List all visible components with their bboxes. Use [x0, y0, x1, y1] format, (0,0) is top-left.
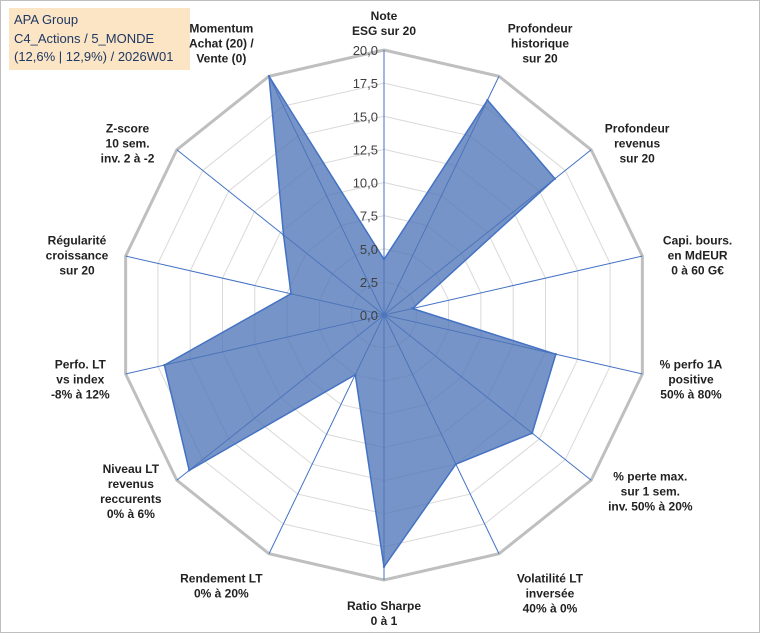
axis-label-line: revenus — [614, 137, 660, 151]
tick-label: 15,0 — [353, 109, 378, 124]
axis-label-line: sur 20 — [522, 52, 558, 66]
tick-label: 5,0 — [360, 242, 378, 257]
axis-label-line: sur 20 — [59, 263, 95, 277]
tick-label: 17,5 — [353, 76, 378, 91]
axis-label-line: Ratio Sharpe — [347, 599, 421, 613]
axis-label: Ratio Sharpe 0 à 1 — [347, 599, 421, 628]
axis-label-line: % perfo 1A — [660, 358, 723, 372]
tick-label: 2,5 — [360, 275, 378, 290]
data-point — [554, 353, 558, 356]
data-point — [282, 233, 285, 237]
info-period: (12,6% | 12,9%) / 2026W01 — [14, 49, 174, 64]
data-point — [553, 177, 557, 180]
axis-label-line: Volatilité LT — [517, 571, 584, 585]
axis-label-line: croissance — [46, 248, 109, 262]
axis-label: Volatilité LT inversée 40% à 0% — [517, 571, 584, 615]
axis-label-line: ESG sur 20 — [352, 24, 416, 38]
axis-label-line: Perfo. LT — [55, 358, 107, 372]
axis-label: Profondeur revenus sur 20 — [605, 122, 670, 166]
axis-label-line: inversée — [526, 586, 575, 600]
axis-label-line: 50% à 80% — [660, 388, 722, 402]
axis-label-line: revenus — [108, 477, 154, 491]
tick-label: 12,5 — [353, 142, 378, 157]
axis-label-line: positive — [668, 373, 714, 387]
data-point — [411, 307, 414, 310]
data-point — [354, 373, 357, 376]
axis-label: Perfo. LT vs index -8% à 12% — [51, 358, 110, 402]
axis-label: Momentum Achat (20) / Vente (0) — [189, 22, 254, 66]
axis-label-line: % perte max. — [613, 469, 687, 483]
axis-label-line: -8% à 12% — [51, 388, 110, 402]
tick-label: 0,0 — [360, 308, 378, 323]
axis-label: % perte max. sur 1 sem. inv. 50% à 20% — [608, 469, 693, 513]
axis-label-line: historique — [511, 37, 569, 51]
axis-label-line: Rendement LT — [180, 571, 263, 585]
tick-label: 10,0 — [353, 176, 378, 191]
tick-label: 7,5 — [360, 209, 378, 224]
axis-label-line: Achat (20) / — [189, 37, 254, 51]
info-category: C4_Actions / 5_MONDE — [14, 30, 155, 46]
axis-label-line: Profondeur — [605, 122, 670, 136]
axis-label-line: Note — [371, 9, 398, 23]
axis-label: % perfo 1A positive 50% à 80% — [660, 358, 723, 402]
data-point — [382, 258, 386, 261]
info-box: APA Group C4_Actions / 5_MONDE (12,6% | … — [9, 8, 190, 70]
axis-label-line: 0 à 1 — [371, 614, 398, 628]
data-point — [267, 75, 271, 78]
axis-label-line: sur 20 — [619, 152, 655, 166]
axis-label-line: reccurents — [100, 492, 162, 506]
axis-label-line: Niveau LT — [103, 462, 160, 476]
axis-label: Z-score 10 sem. inv. 2 à -2 — [101, 122, 155, 166]
axis-label: Note ESG sur 20 — [352, 9, 416, 38]
axis-label-line: 0% à 20% — [194, 586, 249, 600]
axis-label-line: 40% à 0% — [523, 601, 578, 615]
axis-label: Rendement LT 0% à 20% — [180, 571, 263, 600]
info-company: APA Group — [14, 12, 79, 27]
data-point — [289, 292, 293, 295]
axis-label-line: Profondeur — [508, 22, 573, 36]
data-point — [382, 565, 386, 568]
axis-label-line: 0 à 60 G€ — [671, 263, 724, 277]
data-point — [163, 363, 166, 367]
axis-label-line: sur 1 sem. — [621, 484, 680, 498]
axis-label: Niveau LT revenus reccurents 0% à 6% — [100, 462, 162, 521]
axis-label-line: inv. 50% à 20% — [608, 499, 693, 513]
axis-label-line: Z-score — [106, 122, 150, 136]
axis-label-line: Régularité — [48, 233, 107, 247]
axis-label-line: vs index — [56, 373, 104, 387]
data-point — [454, 463, 458, 466]
axis-label: Capi. bours. en MdEUR 0 à 60 G€ — [663, 233, 732, 277]
axis-spoke — [383, 255, 643, 316]
axis-label-line: Momentum — [189, 22, 253, 36]
axis-label: Profondeur historique sur 20 — [508, 22, 573, 66]
tick-label: 20,0 — [353, 43, 378, 58]
data-point — [486, 98, 489, 102]
axis-label: Régularité croissance sur 20 — [46, 233, 109, 277]
axis-label-line: inv. 2 à -2 — [101, 152, 155, 166]
axis-label-line: 0% à 6% — [107, 507, 155, 521]
axis-label-line: 10 sem. — [106, 137, 150, 151]
data-point — [530, 431, 534, 435]
axis-label-line: Capi. bours. — [663, 233, 732, 247]
axis-label-line: en MdEUR — [668, 248, 728, 262]
axis-label-line: Vente (0) — [196, 52, 246, 66]
data-point — [188, 469, 191, 472]
